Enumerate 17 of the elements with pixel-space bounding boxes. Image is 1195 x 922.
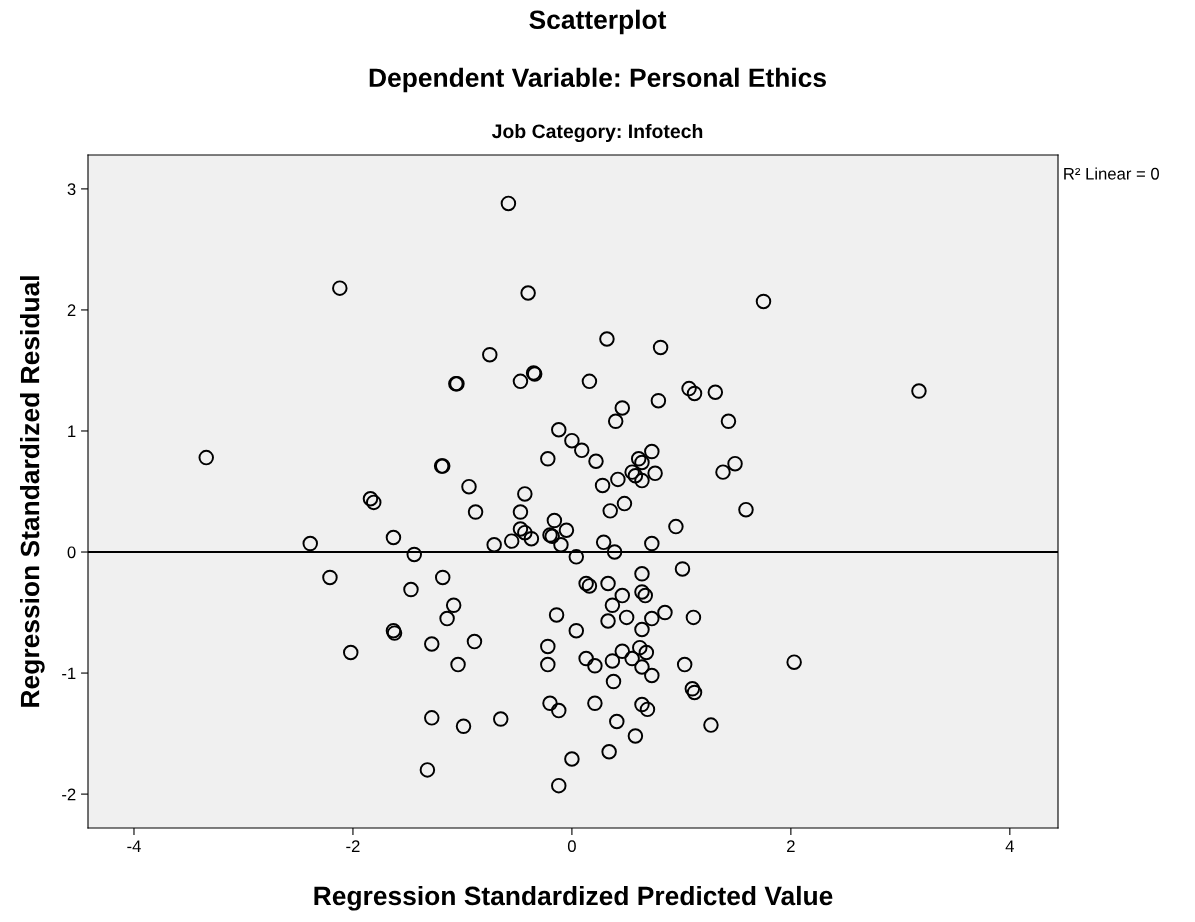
text: Job Category: Infotech	[491, 123, 703, 143]
y-axis-title: Regression Standardized Residual	[20, 276, 45, 707]
chart-title: Scatterplot	[529, 9, 667, 35]
y-tick-label: -1	[62, 667, 76, 680]
x-tick-label: 0	[567, 840, 576, 853]
ref-line-label: R² Linear = 0	[1064, 167, 1160, 180]
y-tick-label: 2	[67, 304, 76, 316]
y-tick-label: -2	[62, 788, 76, 801]
y-tick-label: 1	[68, 425, 76, 438]
x-tick-label: 2	[787, 840, 795, 852]
x-tick-label: -2	[346, 840, 360, 852]
chart-subtitle: Dependent Variable: Personal Ethics	[369, 67, 826, 93]
x-axis-title: Regression Standardized Predicted Value	[314, 885, 833, 911]
x-tick-label: -4	[127, 840, 141, 852]
x-tick-label: 4	[1005, 840, 1014, 852]
y-tick-label: 0	[67, 546, 76, 559]
y-tick-label: 3	[67, 183, 76, 196]
